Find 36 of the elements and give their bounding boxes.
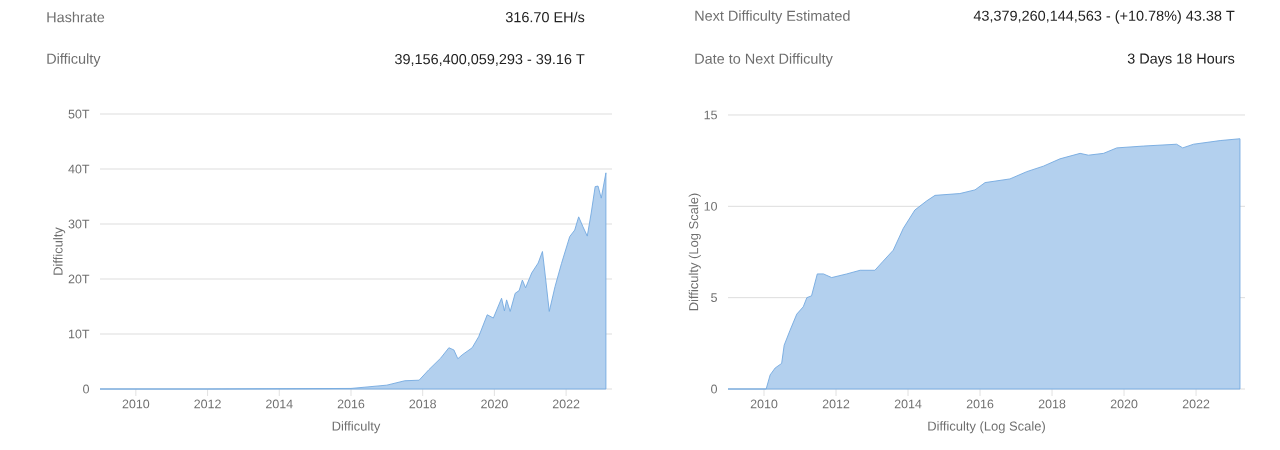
x-tick-label: 2016: [966, 399, 994, 409]
x-tick-label: 2012: [822, 399, 850, 409]
x-tick-label: 2014: [894, 399, 922, 409]
text: 316.70 EH/s: [505, 11, 585, 23]
y-tick-label: 15: [704, 110, 717, 120]
x-tick-label: 2014: [266, 399, 293, 409]
text: 3 Days 18 Hours: [1127, 53, 1235, 67]
y-tick-label: 50T: [68, 109, 90, 119]
x-tick-label: 2020: [1110, 399, 1138, 409]
y-axis-title: Difficulty: [53, 227, 66, 275]
y-tick-label: 40T: [68, 164, 90, 174]
y-tick-label: 0: [711, 384, 718, 394]
x-tick-label: 2020: [481, 399, 508, 409]
x-tick-label: 2022: [552, 399, 580, 409]
text: Hashrate: [47, 11, 105, 23]
x-tick-label: 2018: [1038, 399, 1066, 409]
text: Date to Next Difficulty: [695, 53, 833, 67]
x-tick-label: 2016: [337, 399, 365, 409]
x-tick-label: 2012: [194, 399, 221, 409]
x-tick-label: 2022: [1182, 399, 1210, 409]
y-tick-label: 0: [83, 384, 90, 394]
x-axis-title: Difficulty: [332, 421, 381, 434]
y-tick-label: 5: [711, 293, 717, 303]
text: 43,379,260,144,563 - (+10.78%) 43.38 T: [973, 10, 1235, 24]
text: 39,156,400,059,293 - 39.16 T: [395, 54, 585, 66]
y-tick-label: 10T: [69, 329, 90, 339]
x-tick-label: 2010: [122, 399, 150, 409]
y-axis-title: Difficulty (Log Scale): [688, 193, 701, 311]
y-tick-label: 10: [704, 201, 718, 211]
y-tick-label: 20T: [68, 274, 90, 284]
x-axis-title: Difficulty (Log Scale): [928, 421, 1045, 434]
text: Difficulty: [47, 53, 101, 67]
y-tick-label: 30T: [68, 219, 90, 229]
x-tick-label: 2018: [409, 399, 436, 409]
text: Next Difficulty Estimated: [695, 10, 850, 24]
x-tick-label: 2010: [750, 399, 778, 409]
